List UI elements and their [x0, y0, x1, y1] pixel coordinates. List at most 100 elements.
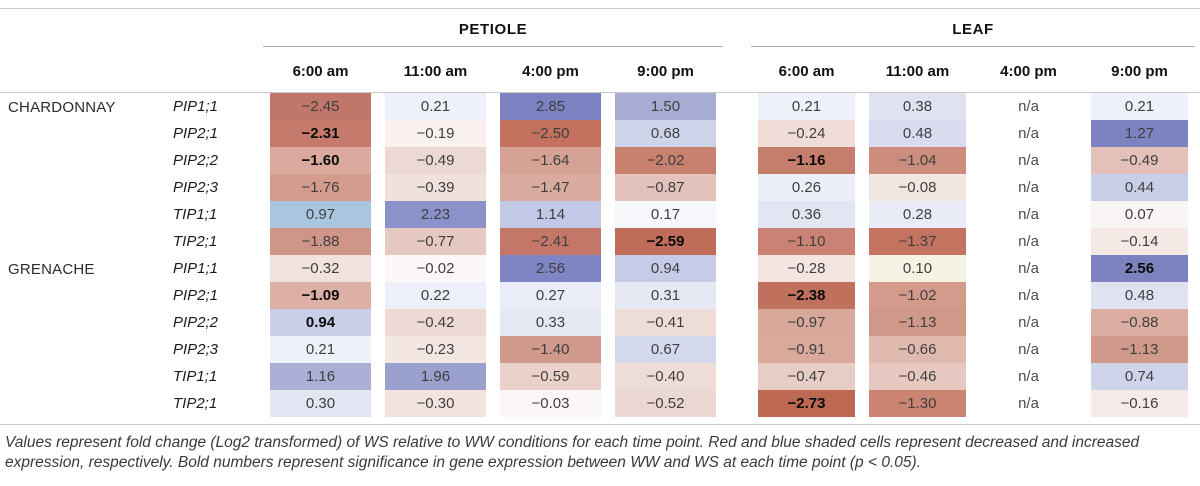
value-cell: −0.87: [615, 174, 716, 201]
group-spacer: [723, 309, 751, 336]
value-cell: 0.07: [1091, 201, 1188, 228]
group-spacer: [723, 363, 751, 390]
variety-label: [0, 147, 157, 174]
group-spacer: [723, 390, 751, 417]
gene-label: PIP2;2: [173, 152, 219, 169]
value-cell: −0.59: [500, 363, 601, 390]
value-cell: 1.14: [500, 201, 601, 228]
value-cell: 0.17: [615, 201, 716, 228]
value-cell: −2.50: [500, 120, 601, 147]
value-cell: 0.33: [500, 309, 601, 336]
value-cell: −0.24: [758, 120, 855, 147]
value-cell: −1.76: [270, 174, 371, 201]
value-cell: −0.49: [1091, 147, 1188, 174]
value-cell: −2.41: [500, 228, 601, 255]
value-cell: −0.32: [270, 255, 371, 282]
leaf-time-header-9pm: 9:00 pm: [1111, 63, 1168, 80]
value-cell: −1.13: [1091, 336, 1188, 363]
value-cell: n/a: [1018, 287, 1039, 304]
value-cell: 0.48: [1091, 282, 1188, 309]
variety-label: [0, 174, 157, 201]
value-cell: −2.31: [270, 120, 371, 147]
leaf-group-underline: [751, 46, 1195, 47]
value-cell: 2.56: [1091, 255, 1188, 282]
value-cell: −0.66: [869, 336, 966, 363]
petiole-time-header-4pm: 4:00 pm: [522, 63, 579, 80]
petiole-time-header-11am: 11:00 am: [403, 63, 468, 80]
value-cell: 0.27: [500, 282, 601, 309]
value-cell: −0.52: [615, 390, 716, 417]
value-cell: −0.08: [869, 174, 966, 201]
variety-label: [0, 336, 157, 363]
value-cell: 0.22: [385, 282, 486, 309]
group-spacer: [723, 147, 751, 174]
figure-caption: Values represent fold change (Log2 trans…: [5, 434, 1140, 472]
value-cell: −0.46: [869, 363, 966, 390]
value-cell: 2.23: [385, 201, 486, 228]
value-cell: −0.28: [758, 255, 855, 282]
value-cell: −0.97: [758, 309, 855, 336]
value-cell: 0.68: [615, 120, 716, 147]
value-cell: 0.21: [270, 336, 371, 363]
value-cell: 0.28: [869, 201, 966, 228]
value-cell: −0.02: [385, 255, 486, 282]
variety-label: [0, 282, 157, 309]
expression-table-figure: PETIOLE LEAF 6:00 am 11:00 am 4:00 pm 9:…: [0, 8, 1200, 486]
value-cell: −2.38: [758, 282, 855, 309]
bottom-rule: [0, 424, 1200, 425]
value-cell: −1.60: [270, 147, 371, 174]
variety-label: [0, 228, 157, 255]
value-cell: −1.40: [500, 336, 601, 363]
value-cell: 0.97: [270, 201, 371, 228]
variety-label: [0, 120, 157, 147]
value-cell: −1.16: [758, 147, 855, 174]
value-cell: 0.31: [615, 282, 716, 309]
value-cell: −0.77: [385, 228, 486, 255]
value-cell: n/a: [1018, 314, 1039, 331]
value-cell: −1.64: [500, 147, 601, 174]
gene-label: PIP2;1: [173, 287, 219, 304]
value-cell: −0.23: [385, 336, 486, 363]
value-cell: n/a: [1018, 368, 1039, 385]
value-cell: −0.14: [1091, 228, 1188, 255]
value-cell: 1.96: [385, 363, 486, 390]
group-spacer: [723, 174, 751, 201]
value-cell: 0.21: [758, 93, 855, 120]
leaf-group-header: LEAF: [952, 21, 994, 38]
group-spacer: [723, 228, 751, 255]
value-cell: −1.09: [270, 282, 371, 309]
value-cell: −1.13: [869, 309, 966, 336]
value-cell: n/a: [1018, 125, 1039, 142]
value-cell: 0.94: [270, 309, 371, 336]
gene-label: PIP1;1: [173, 98, 219, 115]
value-cell: −0.42: [385, 309, 486, 336]
petiole-group-header: PETIOLE: [458, 21, 528, 38]
table-header: PETIOLE LEAF 6:00 am 11:00 am 4:00 pm 9:…: [0, 9, 1200, 92]
value-cell: −1.47: [500, 174, 601, 201]
value-cell: −1.04: [869, 147, 966, 174]
value-cell: 1.16: [270, 363, 371, 390]
table-body: CHARDONNAY PIP1;1 −2.45 0.21 2.85 1.50 0.21 0.3…: [0, 93, 1200, 417]
group-spacer: [723, 336, 751, 363]
value-cell: 0.94: [615, 255, 716, 282]
value-cell: 2.85: [500, 93, 601, 120]
value-cell: −0.41: [615, 309, 716, 336]
variety-label: CHARDONNAY: [8, 99, 116, 116]
group-spacer: [723, 255, 751, 282]
value-cell: −0.30: [385, 390, 486, 417]
value-cell: −1.30: [869, 390, 966, 417]
leaf-time-header-4pm: 4:00 pm: [1000, 63, 1057, 80]
gene-label: PIP1;1: [173, 260, 219, 277]
value-cell: 1.27: [1091, 120, 1188, 147]
value-cell: −2.02: [615, 147, 716, 174]
variety-label: [0, 390, 157, 417]
group-spacer: [723, 120, 751, 147]
value-cell: n/a: [1018, 233, 1039, 250]
value-cell: 1.50: [615, 93, 716, 120]
top-rule: [0, 8, 1200, 9]
value-cell: 0.67: [615, 336, 716, 363]
value-cell: 0.30: [270, 390, 371, 417]
value-cell: 0.38: [869, 93, 966, 120]
value-cell: n/a: [1018, 206, 1039, 223]
value-cell: 0.10: [869, 255, 966, 282]
